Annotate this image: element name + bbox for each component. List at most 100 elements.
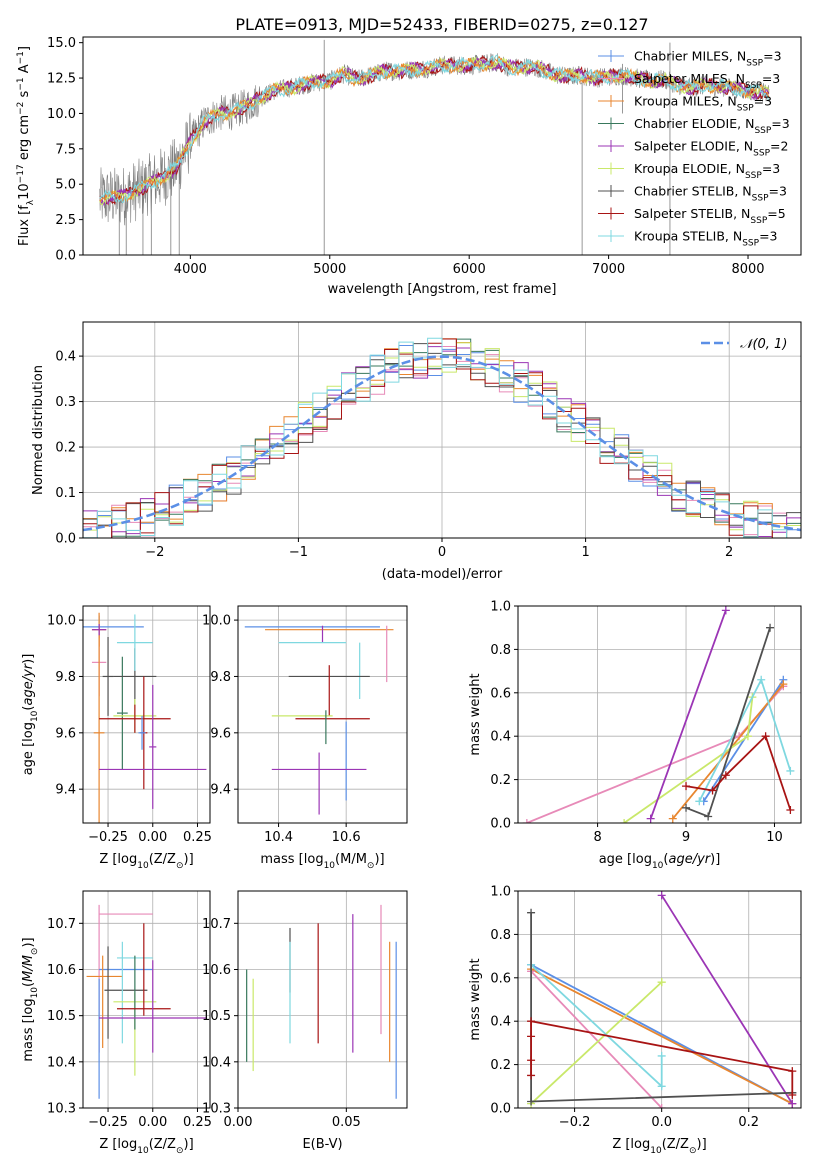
weight-marker — [779, 680, 788, 689]
weight-marker — [527, 1056, 536, 1065]
weight-marker — [786, 805, 795, 814]
weight-marker — [668, 814, 677, 823]
weight-marker — [757, 675, 766, 684]
y-tick-label: 0.2 — [490, 773, 511, 788]
y-tick-label: 0.0 — [490, 817, 511, 832]
x-axis-label: age [log10(age/yr)] — [599, 852, 721, 871]
weight-line-kroupa_stelib — [698, 677, 792, 802]
x-tick-label: 10.4 — [264, 830, 293, 845]
y-tick-label: 0.0 — [490, 1102, 511, 1117]
x-tick-label: 0.0 — [651, 1115, 672, 1130]
y-axis-label: Normed distribution — [31, 365, 46, 495]
x-tick-label: 0.05 — [332, 1115, 361, 1130]
plot-area — [83, 337, 801, 538]
mass-age-panel: 10.4 10.6 9.4 9.6 9.8 10.0 mass [log10(M/M⊙)] — [202, 605, 408, 871]
x-tick-label: 0.25 — [183, 830, 212, 845]
y-tick-label: 0.4 — [490, 730, 511, 745]
weight-line-salpeter_miles — [530, 970, 663, 1108]
weight-marker — [682, 782, 691, 791]
plot-area — [527, 891, 797, 1108]
weight-line-kroupa_miles — [672, 683, 784, 820]
plot-area — [246, 904, 397, 1099]
weight-marker — [657, 978, 666, 987]
y-tick-label: 7.5 — [55, 142, 76, 157]
x-tick-label: 5000 — [313, 262, 346, 277]
plot-area — [86, 904, 207, 1099]
y-tick-label: 0.0 — [55, 532, 76, 547]
weight-marker — [788, 1067, 797, 1076]
legend-entry: Chabrier STELIB, NSSP=3 — [634, 184, 787, 204]
x-tick-label: 0.00 — [138, 1115, 167, 1130]
y-tick-label: 10.3 — [202, 1102, 231, 1117]
y-tick-label: 10.0 — [47, 614, 76, 629]
weight-marker — [695, 797, 704, 806]
y-axis-label: mass weight — [468, 673, 483, 755]
y-tick-label: 0.2 — [490, 1058, 511, 1073]
x-tick-label: −0.25 — [88, 830, 128, 845]
model-spectrum-kroupa_stelib — [99, 54, 770, 203]
x-axis-label: mass [log10(M/M⊙)] — [260, 852, 384, 871]
weight-marker — [766, 623, 775, 632]
x-tick-label: 6000 — [453, 262, 486, 277]
x-axis-label: E(B-V) — [302, 1137, 342, 1152]
weight-marker — [788, 1099, 797, 1108]
plot-area — [99, 39, 770, 255]
x-axis-label: wavelength [Angstrom, rest frame] — [328, 282, 557, 297]
histogram-kroupa_elodie — [83, 342, 801, 538]
weight-marker — [786, 766, 795, 775]
y-tick-label: 10.0 — [202, 614, 231, 629]
y-tick-label: 0.1 — [55, 486, 76, 501]
weight-marker — [620, 819, 629, 823]
y-tick-label: 0.6 — [490, 971, 511, 986]
x-axis-label: Z [log10(Z/Z⊙)] — [99, 1137, 193, 1156]
plot-frame — [517, 605, 802, 824]
metallicity-mass-panel: −0.25 0.00 0.25 10.3 10.4 10.5 10.6 10.7 Z [log1… — [21, 890, 212, 1156]
x-tick-label: 0.00 — [138, 830, 167, 845]
y-tick-label: 9.8 — [55, 670, 76, 685]
y-tick-label: 9.4 — [55, 783, 76, 798]
weight-marker — [657, 1082, 666, 1091]
x-tick-label: 8 — [593, 830, 601, 845]
y-tick-label: 10.0 — [47, 107, 76, 122]
y-tick-label: 10.4 — [202, 1055, 231, 1070]
plot-area — [244, 625, 394, 815]
plot-frame — [517, 890, 802, 1109]
plot-frame — [237, 605, 408, 824]
plot-frame — [82, 321, 802, 539]
legend-entry: Chabrier ELODIE, NSSP=3 — [634, 116, 790, 136]
x-tick-label: 0 — [438, 545, 446, 560]
residual-histogram-panel: −2 −1 0 1 2 0.0 0.1 0.2 0.3 0.4 (data-model)/error… — [31, 321, 802, 582]
y-tick-label: 0.2 — [55, 441, 76, 456]
ebv-mass-panel: 0.00 0.05 10.3 10.4 10.5 10.6 10.7 E(B-V) — [202, 890, 408, 1152]
weight-marker — [788, 1090, 797, 1099]
y-tick-label: 0.4 — [490, 1015, 511, 1030]
x-tick-label: 1 — [581, 545, 589, 560]
y-tick-label: 9.8 — [210, 670, 231, 685]
plot-area — [522, 606, 795, 823]
histogram-kroupa_stelib — [83, 337, 801, 538]
weight-marker — [704, 812, 713, 821]
x-tick-label: 0.00 — [224, 1115, 253, 1130]
x-tick-label: 2 — [725, 545, 733, 560]
y-tick-label: 1.0 — [490, 600, 511, 615]
legend-entry: Kroupa MILES, NSSP=3 — [634, 94, 772, 114]
x-axis-label: (data-model)/error — [382, 567, 503, 582]
legend-entry: Kroupa STELIB, NSSP=3 — [634, 229, 778, 249]
weight-marker — [527, 1032, 536, 1041]
legend-entry: 𝒩(0, 1) — [740, 337, 787, 352]
weight-marker — [708, 786, 717, 795]
x-tick-label: 0.25 — [183, 1115, 212, 1130]
y-tick-label: 9.4 — [210, 783, 231, 798]
y-tick-label: 10.7 — [202, 917, 231, 932]
y-tick-label: 10.7 — [47, 917, 76, 932]
figure-title: PLATE=0913, MJD=52433, FIBERID=0275, z=0… — [235, 15, 648, 34]
x-tick-label: 4000 — [174, 262, 207, 277]
x-tick-label: −2 — [145, 545, 164, 560]
y-tick-label: 0.8 — [490, 643, 511, 658]
weight-marker — [527, 908, 536, 917]
legend-entry: Salpeter ELODIE, NSSP=2 — [634, 139, 788, 159]
y-tick-label: 1.0 — [490, 885, 511, 900]
weight-marker — [721, 771, 730, 780]
y-tick-label: 10.6 — [202, 963, 231, 978]
normal-curve — [83, 355, 801, 532]
